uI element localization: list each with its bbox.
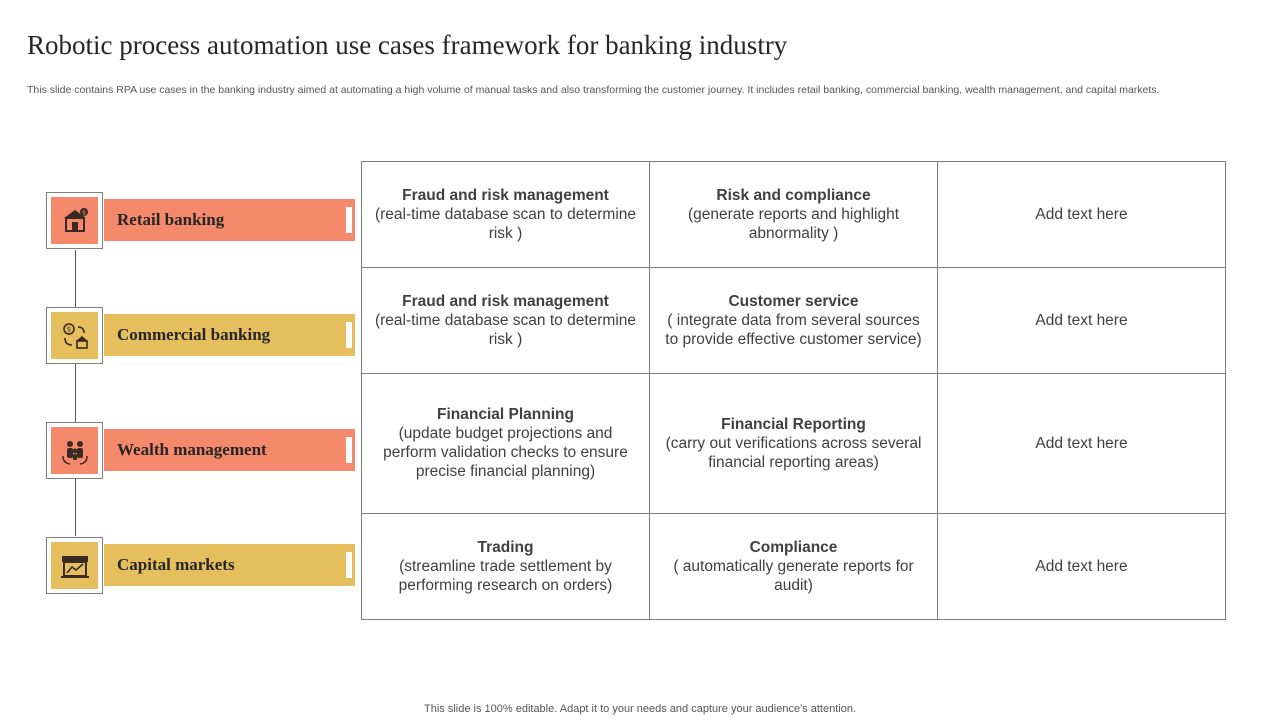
category-label: Wealth management <box>117 440 267 460</box>
category-bar: Capital markets <box>104 544 355 586</box>
category-capital-markets: Capital markets <box>46 537 356 595</box>
cell-title: Risk and compliance <box>660 186 927 205</box>
cell-title: Compliance <box>660 538 927 557</box>
cell-title: Financial Planning <box>372 405 639 424</box>
table-cell: Financial Planning (update budget projec… <box>362 373 650 514</box>
category-bar: Commercial banking <box>104 314 355 356</box>
cell-desc: ( integrate data from several sources to… <box>660 311 927 349</box>
table-row: Financial Planning (update budget projec… <box>362 373 1226 514</box>
cell-desc: (streamline trade settlement by performi… <box>372 557 639 595</box>
cell-desc: (carry out verifications across several … <box>660 434 927 472</box>
category-label: Retail banking <box>117 210 224 230</box>
page-subtitle: This slide contains RPA use cases in the… <box>27 83 1247 97</box>
family-people-icon <box>51 427 98 474</box>
icon-frame <box>46 422 103 479</box>
bar-tick <box>346 437 352 463</box>
bar-tick <box>346 552 352 578</box>
table-cell: Add text here <box>938 162 1226 268</box>
cell-title: Trading <box>372 538 639 557</box>
bank-building-icon: $ <box>51 197 98 244</box>
cell-desc: (real-time database scan to determine ri… <box>372 311 639 349</box>
cell-desc: (update budget projections and perform v… <box>372 424 639 481</box>
table-row: Fraud and risk management (real-time dat… <box>362 162 1226 268</box>
use-cases-table: Fraud and risk management (real-time dat… <box>361 161 1226 620</box>
storefront-icon <box>51 542 98 589</box>
cell-desc: ( automatically generate reports for aud… <box>660 557 927 595</box>
category-bar: Retail banking <box>104 199 355 241</box>
cell-placeholder: Add text here <box>948 311 1215 330</box>
category-retail-banking: $ Retail banking <box>46 192 356 250</box>
table-cell: Financial Reporting (carry out verificat… <box>650 373 938 514</box>
icon-frame <box>46 537 103 594</box>
cell-placeholder: Add text here <box>948 557 1215 576</box>
cell-title: Financial Reporting <box>660 415 927 434</box>
table-row: Trading (streamline trade settlement by … <box>362 514 1226 620</box>
cell-title: Fraud and risk management <box>372 292 639 311</box>
bar-tick <box>346 207 352 233</box>
cell-desc: (generate reports and highlight abnormal… <box>660 205 927 243</box>
table-cell: Risk and compliance (generate reports an… <box>650 162 938 268</box>
cell-title: Customer service <box>660 292 927 311</box>
table-cell: Add text here <box>938 267 1226 373</box>
category-label: Capital markets <box>117 555 235 575</box>
svg-text:$: $ <box>66 325 70 333</box>
category-wealth-management: Wealth management <box>46 422 356 480</box>
category-bar: Wealth management <box>104 429 355 471</box>
table-cell: Fraud and risk management (real-time dat… <box>362 162 650 268</box>
category-commercial-banking: $ Commercial banking <box>46 307 356 365</box>
icon-frame: $ <box>46 307 103 364</box>
cell-placeholder: Add text here <box>948 205 1215 224</box>
category-label: Commercial banking <box>117 325 270 345</box>
cell-desc: (real-time database scan to determine ri… <box>372 205 639 243</box>
table-cell: Customer service ( integrate data from s… <box>650 267 938 373</box>
table-cell: Trading (streamline trade settlement by … <box>362 514 650 620</box>
table-cell: Add text here <box>938 373 1226 514</box>
table-cell: Fraud and risk management (real-time dat… <box>362 267 650 373</box>
footer-note: This slide is 100% editable. Adapt it to… <box>0 703 1280 715</box>
cell-placeholder: Add text here <box>948 434 1215 453</box>
timeline-connector <box>75 250 76 536</box>
page-title: Robotic process automation use cases fra… <box>27 30 787 61</box>
icon-frame: $ <box>46 192 103 249</box>
table-row: Fraud and risk management (real-time dat… <box>362 267 1226 373</box>
cell-title: Fraud and risk management <box>372 186 639 205</box>
table-cell: Add text here <box>938 514 1226 620</box>
svg-text:$: $ <box>82 209 86 216</box>
money-exchange-icon: $ <box>51 312 98 359</box>
table-cell: Compliance ( automatically generate repo… <box>650 514 938 620</box>
bar-tick <box>346 322 352 348</box>
